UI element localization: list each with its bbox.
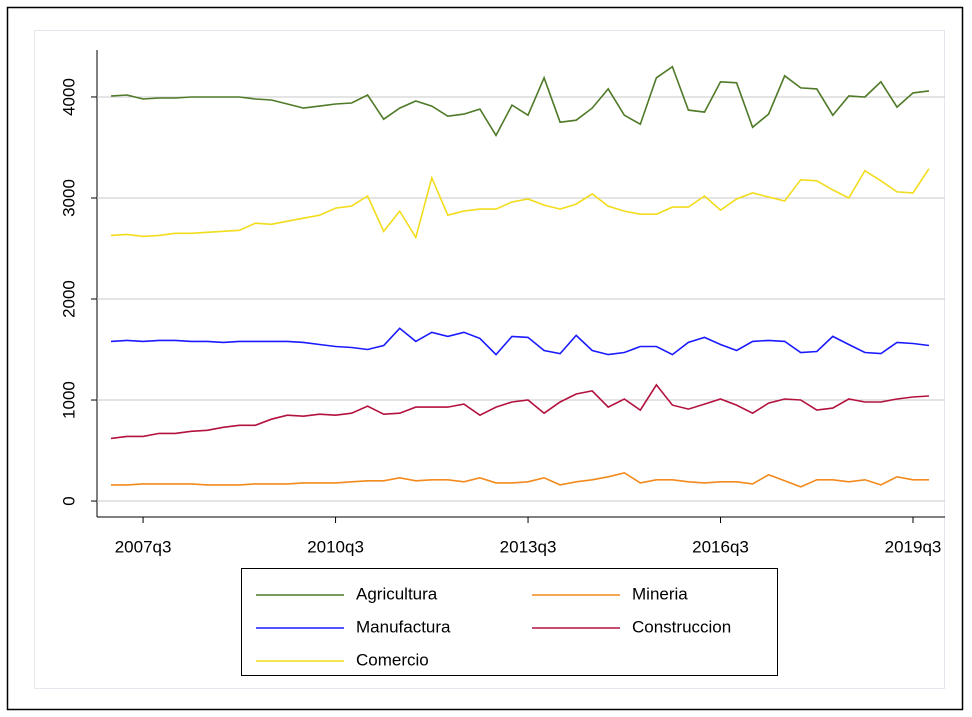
lines bbox=[110, 65, 930, 488]
x-tick-label: 2016q3 bbox=[692, 537, 749, 556]
x-tick-label: 2019q3 bbox=[885, 537, 942, 556]
legend-label: Mineria bbox=[632, 584, 688, 603]
legend bbox=[241, 568, 778, 676]
y-tick-label: 3000 bbox=[59, 179, 78, 217]
y-tick-label: 4000 bbox=[59, 78, 78, 116]
y-tick-label: 1000 bbox=[59, 381, 78, 419]
x-tick-label: 2013q3 bbox=[500, 537, 557, 556]
series-line bbox=[110, 383, 930, 440]
series-line bbox=[110, 168, 930, 240]
x-tick-label: 2010q3 bbox=[307, 537, 364, 556]
series-line bbox=[111, 471, 929, 488]
legend-label: Comercio bbox=[356, 650, 429, 669]
legend-label: Agricultura bbox=[356, 584, 438, 603]
series-line bbox=[110, 65, 930, 138]
y-tick-label: 0 bbox=[59, 496, 78, 505]
plot-region bbox=[34, 30, 945, 689]
y-tick-label: 2000 bbox=[59, 280, 78, 318]
series-line bbox=[110, 327, 930, 356]
legend-label: Construccion bbox=[632, 617, 731, 636]
legend-label: Manufactura bbox=[356, 617, 451, 636]
x-tick-label: 2007q3 bbox=[115, 537, 172, 556]
